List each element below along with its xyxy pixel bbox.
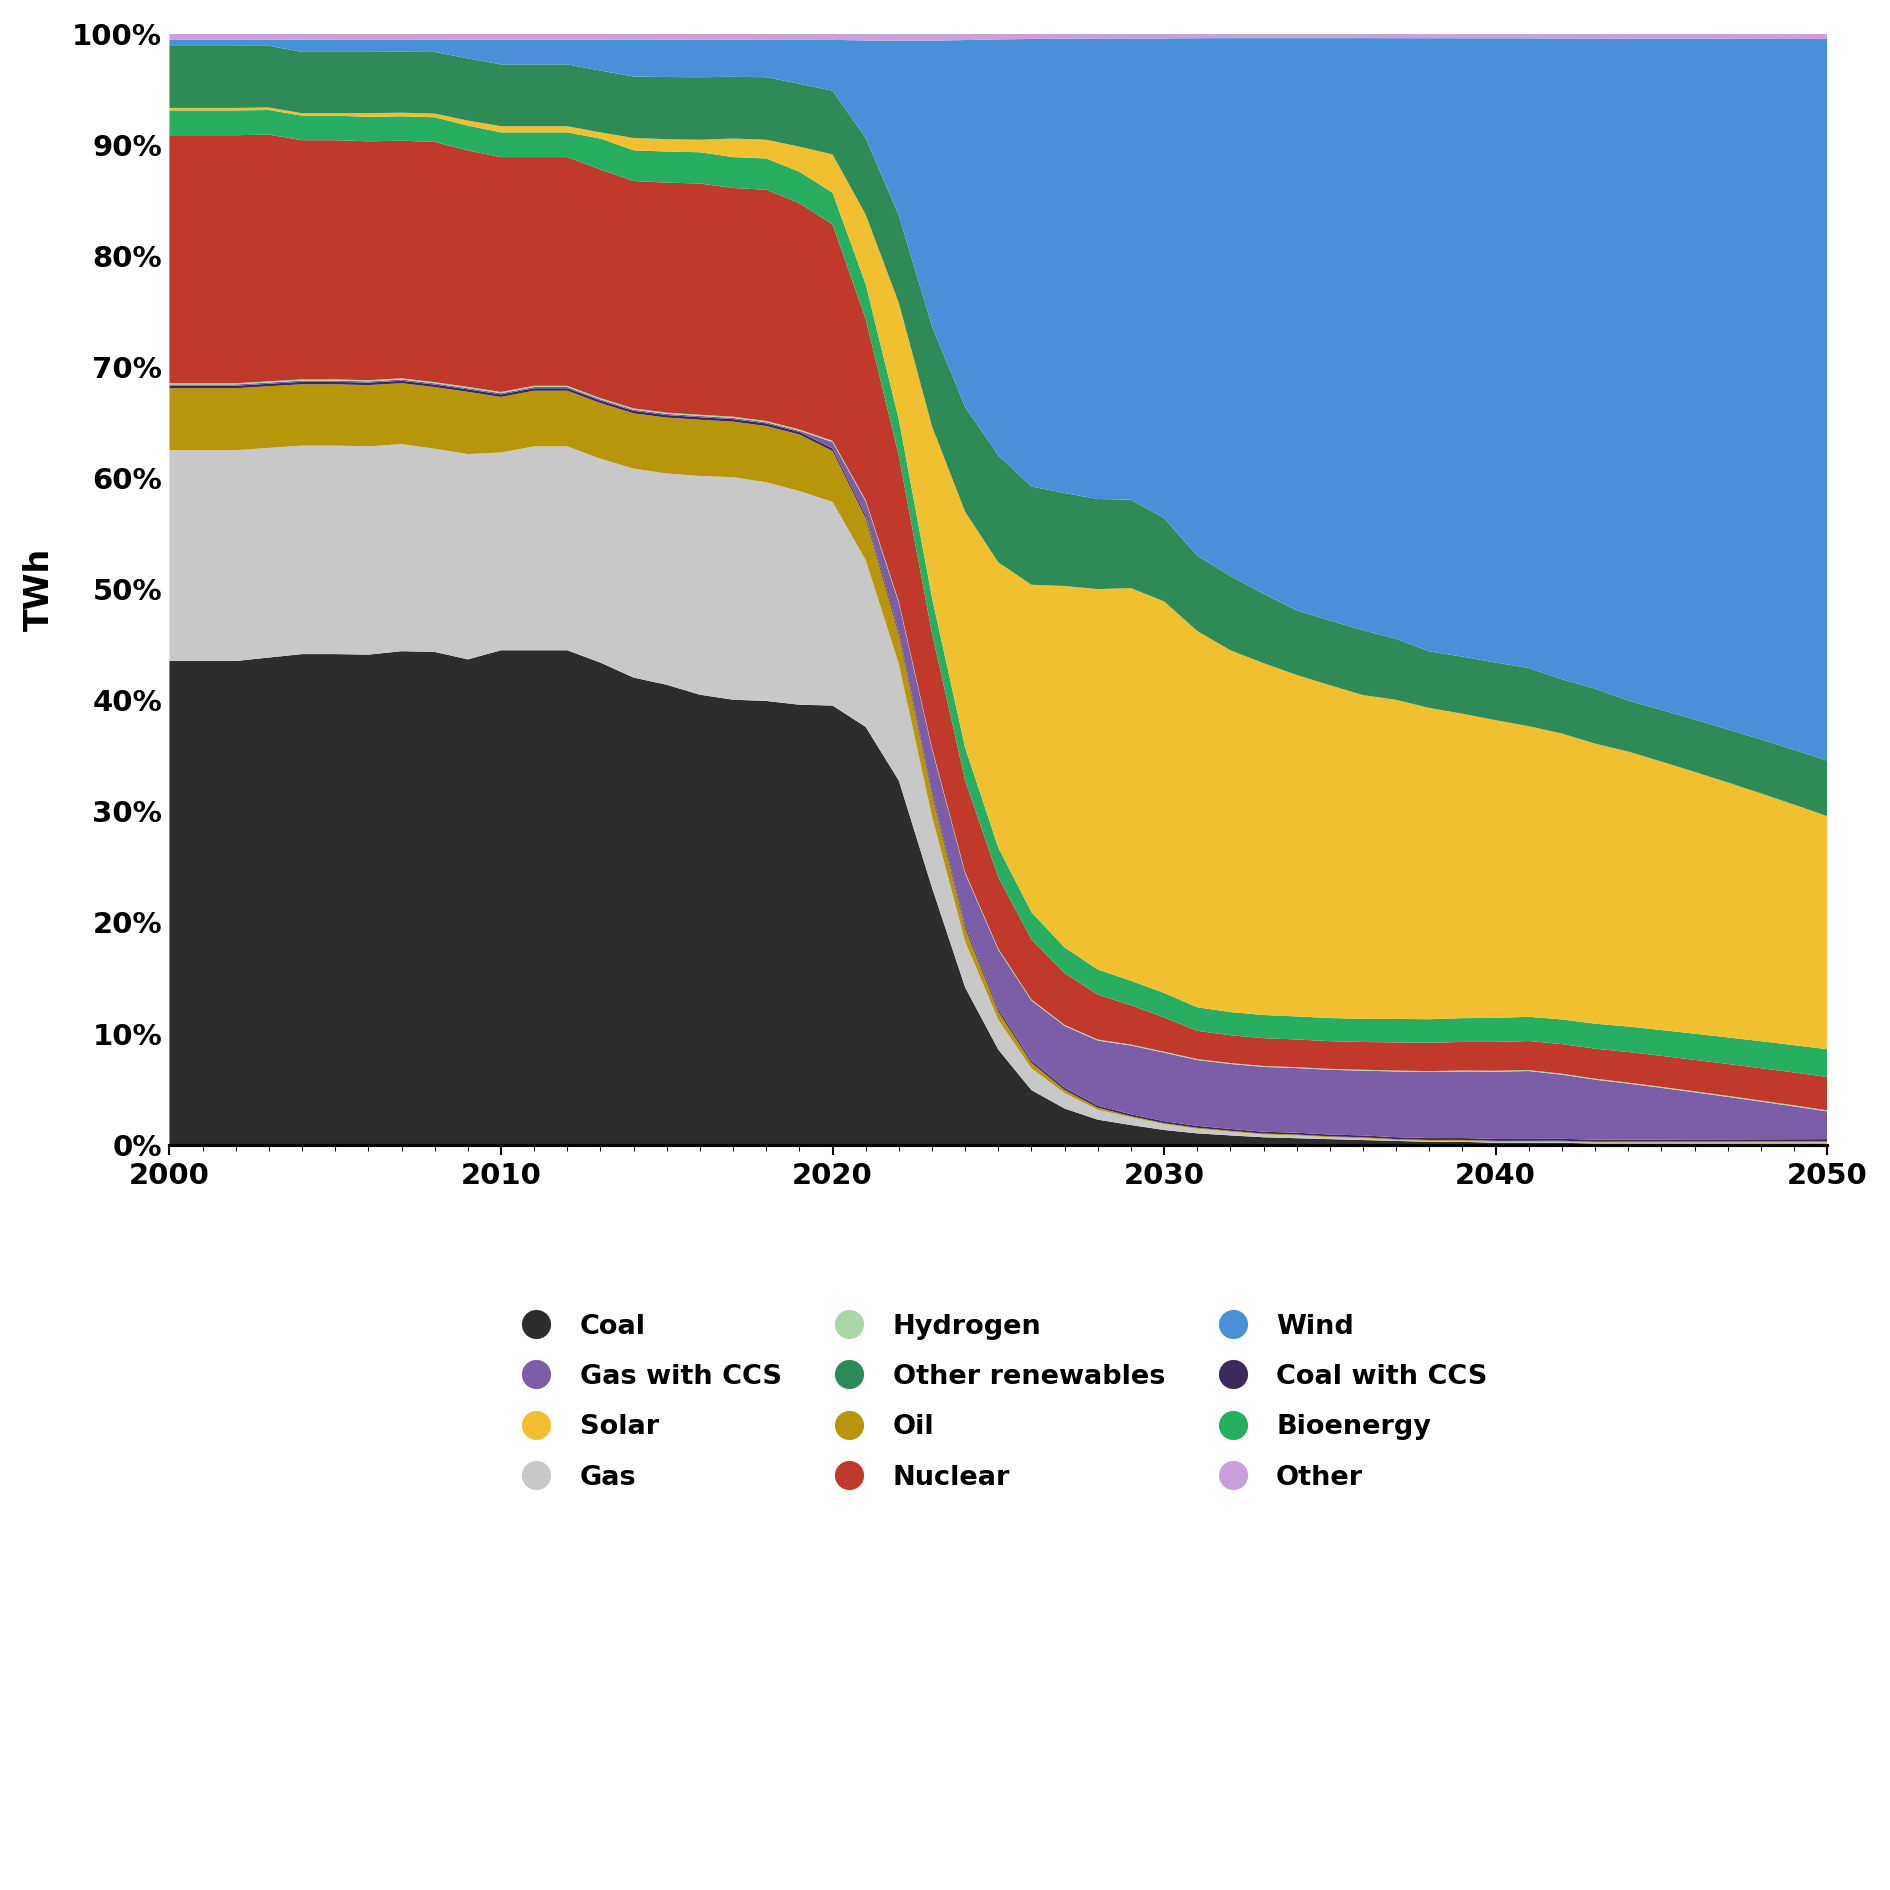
Legend: Coal, Gas with CCS, Solar, Gas, Hydrogen, Other renewables, Oil, Nuclear, Wind, : Coal, Gas with CCS, Solar, Gas, Hydrogen…: [499, 1302, 1499, 1501]
Y-axis label: TWh: TWh: [23, 548, 55, 631]
